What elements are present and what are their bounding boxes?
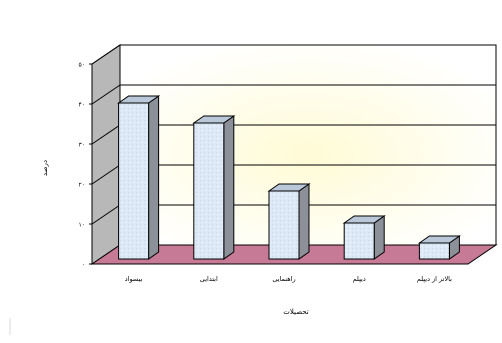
bar-front <box>193 122 225 260</box>
x-axis-labels: بیسواد ابتدایی راهنمایی دیپلم بالاتر از دیپل… <box>125 275 452 283</box>
bar <box>342 215 386 260</box>
x-axis-label: تحصیلات <box>283 308 308 316</box>
bars <box>117 95 461 260</box>
x-tick-label: بیسواد <box>125 275 143 283</box>
side-gridline <box>91 204 121 225</box>
side-wall <box>91 44 121 265</box>
x-tick-label: بالاتر از دیپلم <box>417 275 452 283</box>
bar <box>192 115 236 260</box>
y-axis-label: درصد <box>41 160 49 176</box>
bar-front <box>268 190 300 260</box>
y-tick-label: ۳۰ <box>79 142 85 149</box>
bar-front <box>418 242 450 260</box>
side-gridline <box>91 84 121 105</box>
bar-side <box>148 95 160 260</box>
side-gridline <box>91 124 121 145</box>
y-tick-label: ۰ <box>82 262 85 269</box>
gridlines <box>91 44 496 225</box>
y-tick-label: ۵۰ <box>79 62 85 69</box>
bar <box>267 183 311 260</box>
bar-front <box>343 222 375 260</box>
bar <box>117 95 161 260</box>
bar-front <box>118 102 150 260</box>
y-tick-label: ۴۰ <box>79 102 85 109</box>
y-tick-label: ۱۰ <box>79 222 85 229</box>
bar-side <box>223 115 235 260</box>
bar <box>417 235 461 260</box>
side-gridline <box>91 164 121 185</box>
side-gridline <box>91 44 121 65</box>
x-tick-label: ابتدایی <box>200 275 218 283</box>
x-tick-label: راهنمایی <box>272 275 295 283</box>
y-tick-label: ۲۰ <box>79 182 85 189</box>
y-axis-ticks: ۰ ۱۰ ۲۰ ۳۰ ۴۰ ۵۰ <box>79 62 92 269</box>
bar-side <box>298 183 310 260</box>
x-tick-label: دیپلم <box>353 275 366 283</box>
